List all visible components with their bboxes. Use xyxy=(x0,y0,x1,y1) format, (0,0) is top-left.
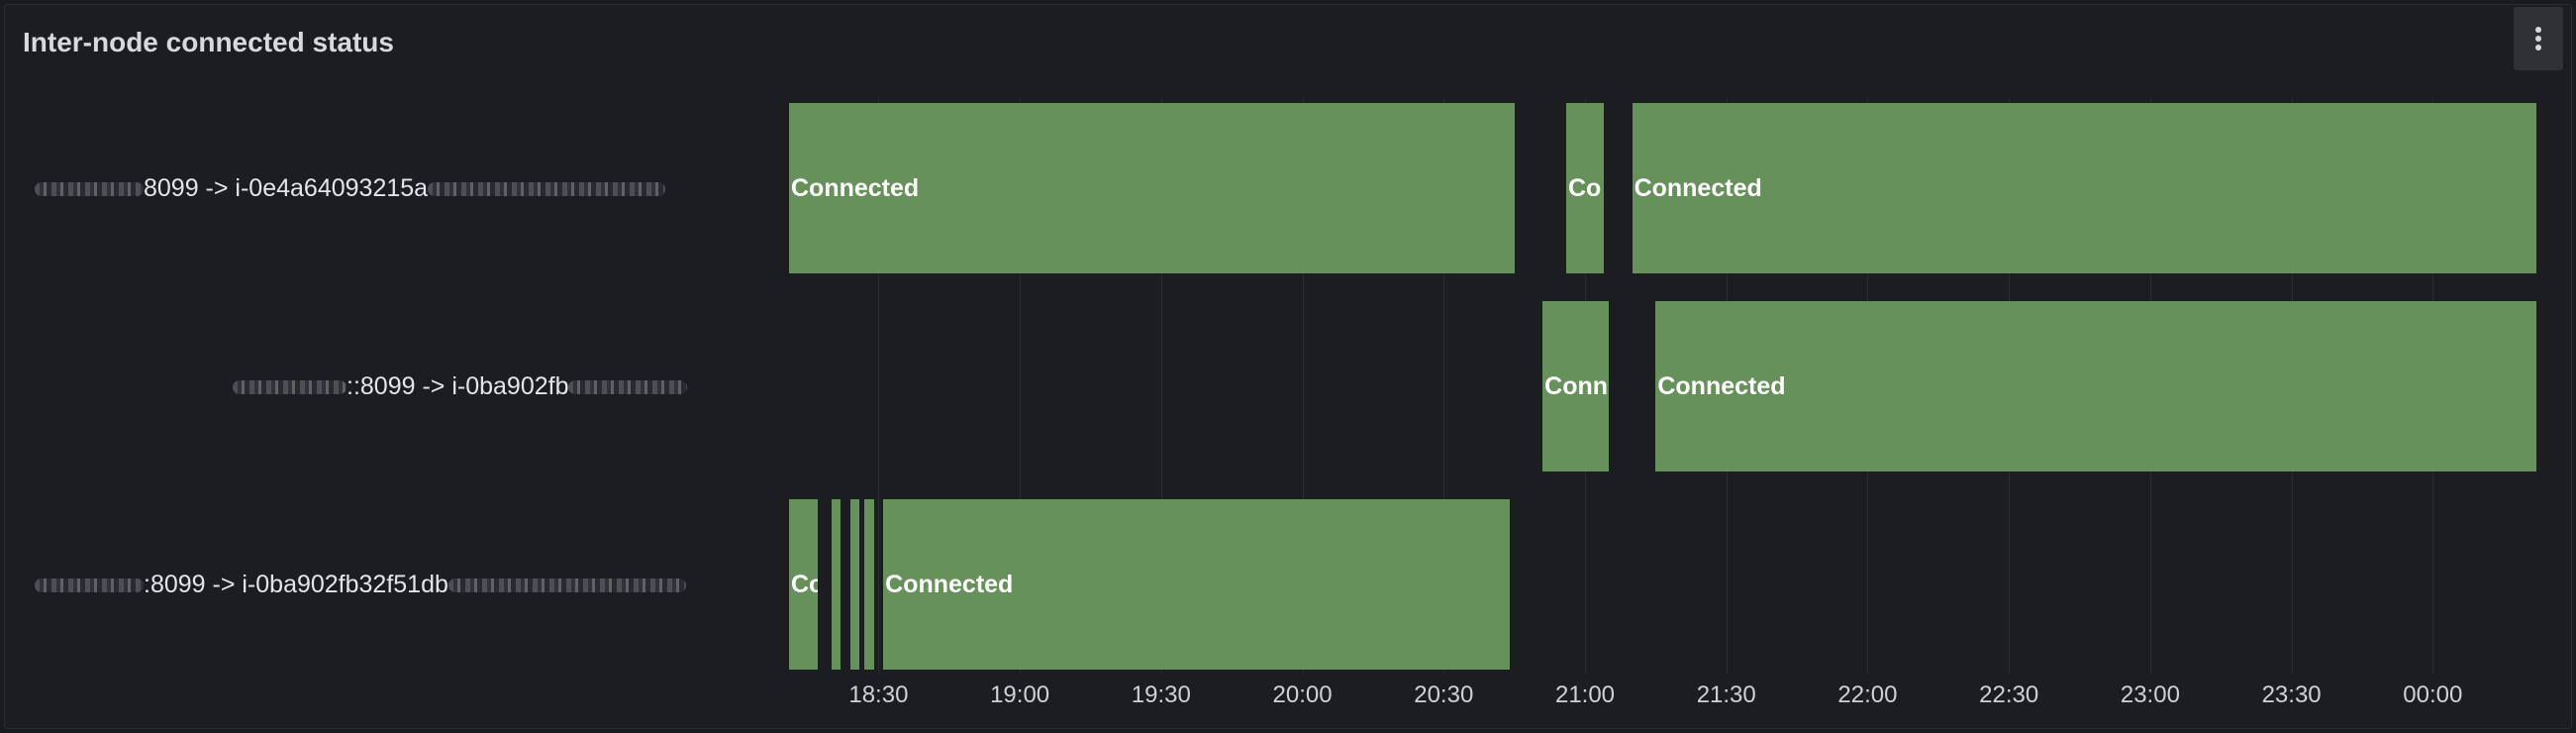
gridline xyxy=(878,99,880,674)
x-axis-tick-label: 23:30 xyxy=(2261,681,2322,708)
state-segment[interactable] xyxy=(864,499,874,670)
panel-title: Inter-node connected status xyxy=(23,27,394,57)
x-axis-tick-label: 20:00 xyxy=(1272,681,1333,708)
state-segment[interactable]: Connected xyxy=(789,103,1515,273)
x-axis-tick-label: 21:00 xyxy=(1554,681,1616,708)
kebab-menu-icon-dot xyxy=(2535,36,2541,42)
gridline xyxy=(1443,99,1445,674)
state-segment[interactable]: Connected xyxy=(1655,301,2536,471)
x-axis-tick-label: 22:30 xyxy=(1979,681,2039,708)
x-axis-tick-label: 20:30 xyxy=(1414,681,1474,708)
redacted-text xyxy=(233,380,347,395)
segment-label: Co xyxy=(1567,173,1602,202)
x-axis-tick-label: 22:00 xyxy=(1837,681,1898,708)
state-segment[interactable] xyxy=(831,499,842,670)
state-segment[interactable]: Connected xyxy=(883,499,1510,670)
row-label: :8099 -> i-0ba902fb32f51db xyxy=(35,565,747,604)
gridline xyxy=(1160,99,1162,674)
row-label: 8099 -> i-0e4a64093215a xyxy=(35,168,782,208)
panel-menu-button[interactable] xyxy=(2514,7,2563,70)
redacted-text xyxy=(447,578,686,593)
gridline xyxy=(1020,99,1022,674)
kebab-menu-icon xyxy=(2535,27,2541,33)
row-label: ::8099 -> i-0ba902fb xyxy=(233,366,755,406)
state-segment[interactable]: Conn xyxy=(1542,301,1609,471)
segment-label: Connected xyxy=(791,173,920,202)
kebab-menu-icon-dot xyxy=(2535,45,2541,51)
row-label-text: 8099 -> i-0e4a64093215a xyxy=(144,174,429,202)
segment-label: Co xyxy=(791,570,818,598)
redacted-text xyxy=(428,182,666,197)
x-axis-tick-label: 00:00 xyxy=(2403,681,2463,708)
state-segment[interactable]: Co xyxy=(789,499,818,670)
segment-label: Connected xyxy=(1634,173,1762,202)
state-segment[interactable]: Connected xyxy=(1632,103,2536,273)
x-axis-tick-label: 21:30 xyxy=(1696,681,1756,708)
segment-label: Connected xyxy=(1657,371,1786,400)
x-axis-tick-label: 18:30 xyxy=(848,681,909,708)
segment-label: Conn xyxy=(1544,371,1609,400)
redacted-text xyxy=(35,578,144,593)
state-segment[interactable]: Co xyxy=(1565,103,1605,273)
state-segment[interactable] xyxy=(849,499,860,670)
row-label-text: :8099 -> i-0ba902fb32f51db xyxy=(144,571,448,598)
redacted-text xyxy=(35,182,144,197)
x-axis-tick-label: 19:00 xyxy=(990,681,1050,708)
x-axis-tick-label: 19:30 xyxy=(1131,681,1191,708)
segment-label: Connected xyxy=(885,570,1014,598)
gridline xyxy=(1302,99,1304,674)
x-axis-tick-label: 23:00 xyxy=(2120,681,2180,708)
row-label-text: ::8099 -> i-0ba902fb xyxy=(347,372,569,400)
redacted-text xyxy=(568,380,688,395)
